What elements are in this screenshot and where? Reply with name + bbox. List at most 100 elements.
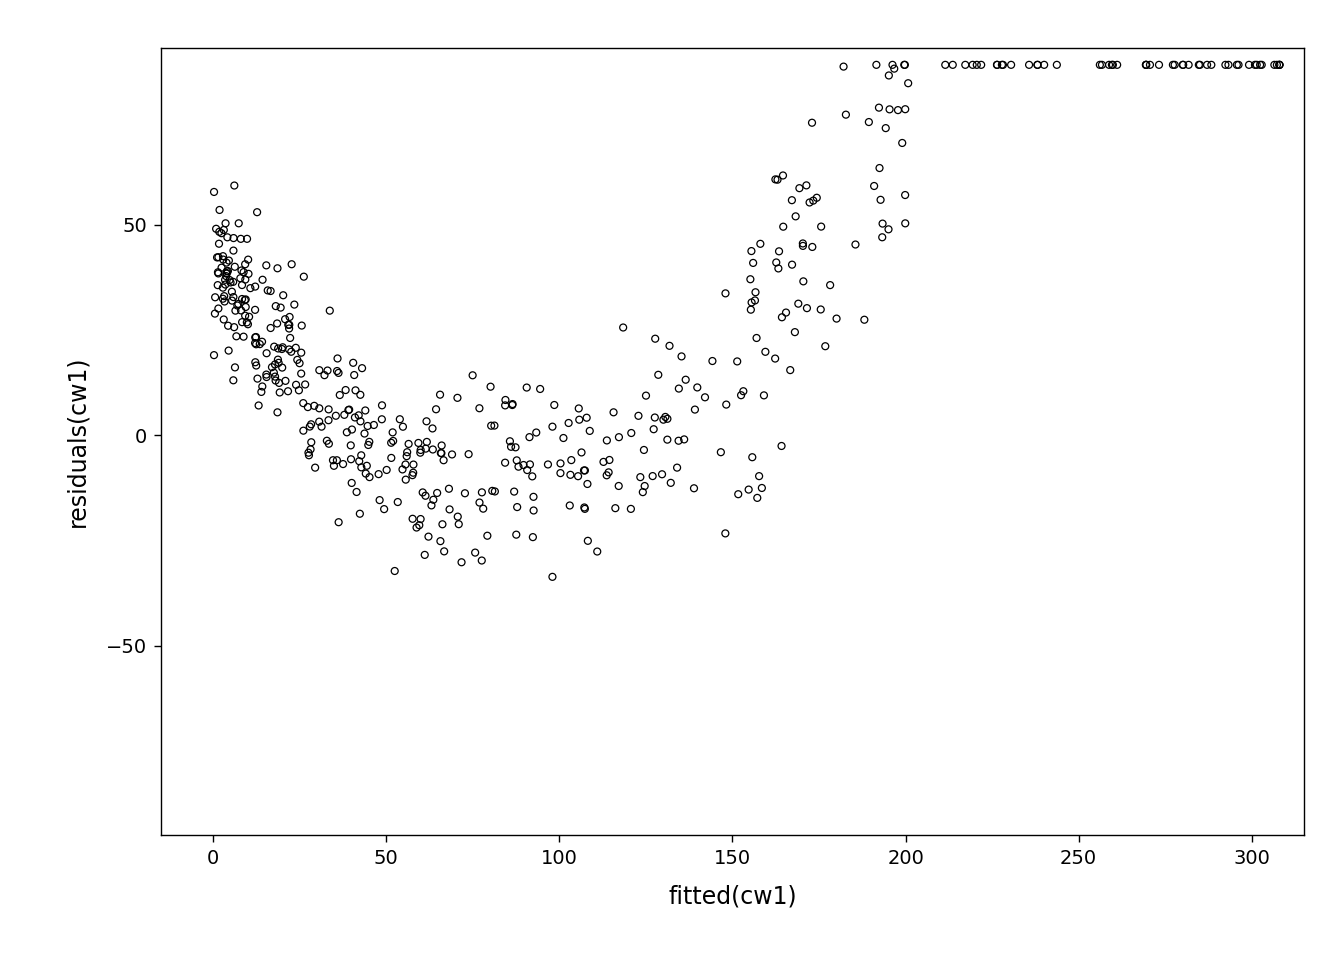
Point: [480, 418, 501, 433]
Point: [218, 263, 239, 278]
Point: [216, 265, 238, 280]
Point: [237, 231, 258, 247]
Point: [1238, 58, 1259, 73]
Point: [567, 468, 589, 484]
Point: [1218, 58, 1239, 73]
Point: [652, 467, 673, 482]
Point: [505, 440, 527, 455]
Point: [247, 397, 269, 413]
Point: [866, 58, 887, 73]
Point: [259, 283, 281, 299]
Point: [802, 193, 824, 208]
Point: [220, 275, 242, 290]
Point: [633, 443, 655, 458]
Point: [792, 236, 813, 252]
Point: [753, 388, 774, 403]
Point: [281, 256, 302, 272]
Point: [273, 288, 294, 303]
Point: [208, 250, 230, 265]
Point: [395, 472, 417, 488]
Point: [230, 302, 251, 318]
Point: [251, 379, 273, 395]
Point: [1019, 58, 1040, 73]
Point: [376, 463, 398, 478]
Point: [516, 380, 538, 396]
Point: [266, 260, 288, 276]
Point: [337, 402, 359, 418]
Point: [429, 387, 450, 402]
Point: [613, 320, 634, 335]
Point: [304, 398, 325, 414]
Point: [349, 506, 371, 521]
Point: [395, 457, 417, 472]
Point: [219, 273, 241, 288]
Point: [235, 292, 257, 307]
Point: [207, 250, 228, 265]
Point: [749, 468, 770, 484]
Point: [810, 219, 832, 234]
Point: [1034, 58, 1055, 73]
Point: [954, 58, 976, 73]
Point: [801, 115, 823, 131]
Point: [285, 377, 306, 393]
Point: [810, 301, 832, 317]
Point: [745, 293, 766, 308]
Point: [384, 564, 406, 579]
Point: [280, 330, 301, 346]
Point: [868, 160, 890, 176]
Point: [304, 460, 325, 475]
Point: [741, 244, 762, 259]
Point: [387, 494, 409, 510]
Point: [526, 425, 547, 441]
Point: [327, 452, 348, 468]
Point: [245, 354, 266, 370]
Point: [247, 371, 269, 386]
Point: [806, 190, 828, 205]
Point: [1136, 58, 1157, 73]
Point: [552, 430, 574, 445]
Point: [223, 243, 245, 258]
Point: [675, 372, 696, 388]
Point: [300, 417, 321, 432]
Point: [425, 401, 446, 417]
Point: [310, 419, 332, 434]
Point: [523, 503, 544, 518]
Point: [878, 222, 899, 237]
Point: [607, 478, 629, 493]
Point: [259, 321, 281, 336]
Point: [879, 102, 900, 117]
Point: [266, 316, 288, 331]
Point: [667, 460, 688, 475]
Point: [1172, 58, 1193, 73]
Point: [267, 341, 289, 356]
Point: [645, 331, 667, 347]
Point: [558, 416, 579, 431]
Point: [833, 59, 855, 74]
Point: [1148, 58, 1169, 73]
Point: [344, 410, 366, 425]
Point: [278, 309, 300, 324]
Point: [882, 58, 903, 73]
Point: [349, 387, 371, 402]
Point: [348, 408, 370, 423]
Point: [844, 237, 866, 252]
Point: [781, 193, 802, 208]
Point: [574, 501, 595, 516]
Point: [214, 294, 235, 309]
Point: [414, 547, 435, 563]
Point: [430, 445, 452, 461]
Point: [246, 204, 267, 220]
Point: [208, 224, 230, 239]
Point: [238, 309, 259, 324]
Point: [426, 486, 448, 501]
Point: [439, 502, 461, 517]
Point: [371, 412, 392, 427]
Point: [293, 269, 314, 284]
Point: [265, 357, 286, 372]
Point: [345, 383, 367, 398]
Point: [289, 355, 310, 371]
Point: [1102, 58, 1124, 73]
Point: [298, 419, 320, 434]
Point: [358, 419, 379, 434]
Point: [216, 255, 238, 271]
